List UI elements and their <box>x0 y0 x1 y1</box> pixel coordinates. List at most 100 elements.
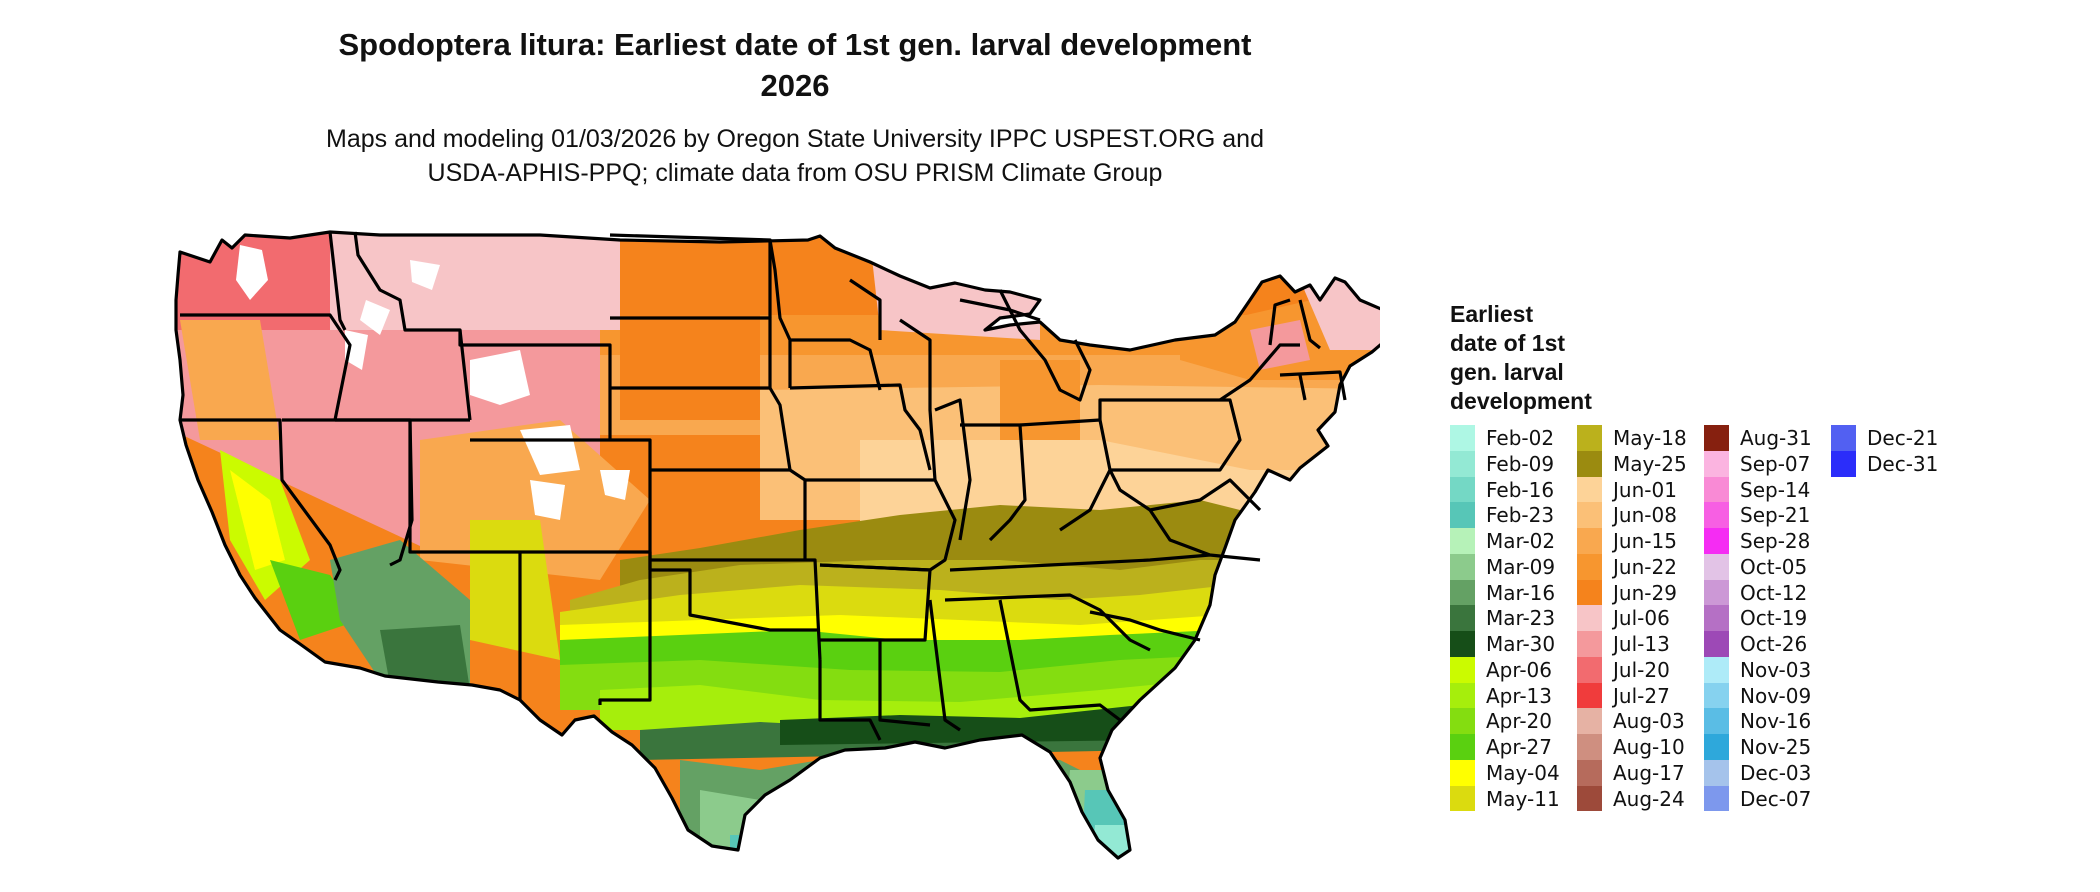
border-wy <box>458 330 612 440</box>
legend-item: Nov-03 <box>1704 656 1844 683</box>
legend-label: Nov-16 <box>1740 709 1812 734</box>
border-id-or <box>333 329 352 421</box>
legend-column: Feb-02 Feb-09 Feb-16 Feb-23 Mar-02 Mar-09 Mar-… <box>1450 425 1590 812</box>
border-ms <box>878 640 931 727</box>
legend-label: Jun-22 <box>1613 554 1677 579</box>
legend-item: Jun-01 <box>1577 476 1717 503</box>
border-mn-wi <box>849 278 882 340</box>
legend-column: Aug-31 Sep-07 Sep-14 Sep-21 Sep-28 Oct-05 Oct-… <box>1704 425 1844 812</box>
legend-item: Jul-20 <box>1577 656 1717 683</box>
border-ks <box>650 468 807 560</box>
border-ny <box>1219 343 1300 402</box>
legend-item: Mar-09 <box>1450 553 1590 580</box>
legend-swatch <box>1450 476 1475 503</box>
legend-swatch <box>1450 759 1475 786</box>
legend-item: Apr-20 <box>1450 708 1590 734</box>
legend-swatch <box>1450 502 1475 528</box>
legend-label: Dec-07 <box>1740 786 1812 811</box>
band-feb-23-tx <box>730 835 770 858</box>
legend-label: Jul-20 <box>1613 657 1670 682</box>
legend-label: Sep-14 <box>1740 477 1811 502</box>
legend-label: Oct-05 <box>1740 554 1808 579</box>
border-va-nc <box>1148 509 1261 562</box>
border-ok <box>650 558 822 661</box>
legend-label: Mar-09 <box>1486 554 1556 579</box>
legend-item: Dec-07 <box>1704 785 1844 812</box>
legend-swatch <box>1704 682 1729 709</box>
legend-swatch <box>1450 734 1475 760</box>
legend-item: Nov-25 <box>1704 734 1844 760</box>
border-upper-mi <box>959 298 1041 322</box>
legend-label: Feb-02 <box>1486 426 1555 450</box>
border-tn-ky-north <box>949 553 1211 572</box>
legend-label: Feb-09 <box>1486 451 1555 476</box>
legend-swatch <box>1704 528 1729 554</box>
band-may-11-nm <box>470 520 560 660</box>
legend-label: Sep-28 <box>1740 529 1811 553</box>
border-ok-tx <box>650 568 820 632</box>
legend-item: Oct-26 <box>1704 631 1844 657</box>
legend-swatch <box>1577 708 1602 734</box>
map-subtitle-line-1: Maps and modeling 01/03/2026 by Oregon S… <box>326 125 1264 153</box>
border-in-oh <box>960 423 1027 542</box>
legend-label: Mar-30 <box>1486 632 1556 656</box>
map-subtitle: Maps and modeling 01/03/2026 by Oregon S… <box>190 122 1400 190</box>
band-mar-09-tx <box>700 790 790 858</box>
legend-item: Mar-16 <box>1450 579 1590 606</box>
border-al-ga-fl <box>998 599 1121 722</box>
legend-item: May-18 <box>1577 425 1717 451</box>
legend-item: Nov-09 <box>1704 682 1844 709</box>
legend-item: Oct-05 <box>1704 553 1844 580</box>
legend-label: Mar-23 <box>1486 606 1556 631</box>
legend-item: Sep-07 <box>1704 450 1844 477</box>
legend-item: Jun-15 <box>1577 528 1717 554</box>
legend-swatch <box>1577 579 1602 606</box>
legend-label: Jul-13 <box>1613 632 1670 656</box>
legend-item: Dec-21 <box>1831 425 1971 451</box>
legend-item: Apr-27 <box>1450 734 1590 760</box>
legend-label: Dec-31 <box>1867 451 1939 476</box>
legend-label: Sep-07 <box>1740 451 1811 476</box>
legend-swatch <box>1450 425 1475 451</box>
legend-title: Earliest date of 1st gen. larval develop… <box>1450 300 1670 416</box>
legend-title-line-3: gen. larval <box>1450 359 1564 385</box>
legend-swatch <box>1577 682 1602 709</box>
legend-item: Oct-12 <box>1704 579 1844 606</box>
legend-swatch <box>1704 450 1729 477</box>
legend-label: Nov-25 <box>1740 735 1812 759</box>
band-apr-27-ca <box>270 560 360 640</box>
border-vt <box>1268 298 1291 346</box>
legend-swatch <box>1704 708 1729 734</box>
band-mar-30 <box>780 705 1150 745</box>
legend-swatch <box>1450 553 1475 580</box>
border-nm <box>520 550 652 705</box>
legend-swatch <box>1450 682 1475 709</box>
legend-item: Jun-22 <box>1577 553 1717 580</box>
legend-item: Aug-17 <box>1577 759 1717 786</box>
border-ma-ct <box>1279 370 1347 401</box>
legend-swatch <box>1577 528 1602 554</box>
legend-item: Apr-06 <box>1450 656 1590 683</box>
legend-swatch <box>1577 631 1602 657</box>
legend-swatch <box>1577 450 1602 477</box>
legend: Feb-02 Feb-09 Feb-16 Feb-23 Mar-02 Mar-09 Mar-… <box>1450 425 2070 825</box>
legend-swatch <box>1831 425 1856 451</box>
legend-label: Aug-17 <box>1613 760 1685 785</box>
legend-label: Jun-01 <box>1613 477 1677 502</box>
border-ms-al <box>928 599 961 732</box>
border-nh <box>1298 299 1321 350</box>
border-nc-sc <box>1089 610 1201 642</box>
legend-label: Nov-03 <box>1740 657 1812 682</box>
legend-label: Aug-31 <box>1740 426 1812 450</box>
legend-item: Apr-13 <box>1450 682 1590 709</box>
legend-label: Aug-10 <box>1613 735 1685 759</box>
legend-swatch <box>1577 785 1602 812</box>
legend-item: Mar-23 <box>1450 605 1590 631</box>
band-mar-16 <box>680 760 1120 858</box>
legend-swatch <box>1577 476 1602 503</box>
legend-label: Mar-02 <box>1486 529 1556 553</box>
map-title-line-2: 2026 <box>760 68 830 103</box>
legend-label: Jun-15 <box>1613 529 1677 553</box>
legend-swatch <box>1577 656 1602 683</box>
legend-item: Mar-30 <box>1450 631 1590 657</box>
